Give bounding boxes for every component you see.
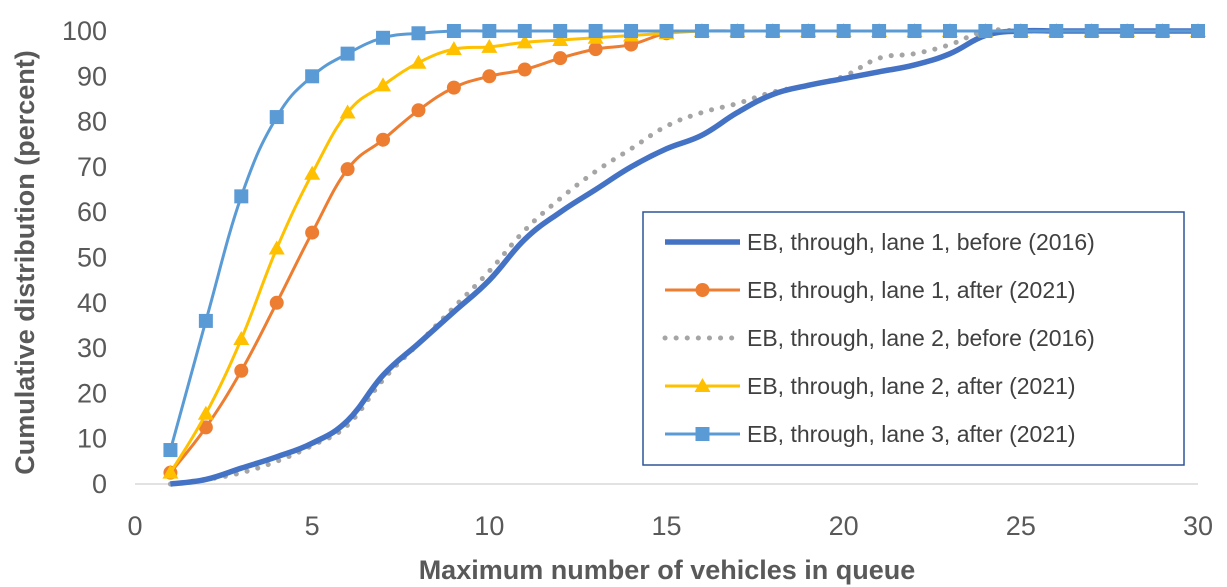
data-point <box>233 331 250 346</box>
data-point <box>765 24 780 38</box>
data-point <box>197 405 214 420</box>
data-point <box>269 295 284 310</box>
data-point <box>376 132 391 147</box>
data-point <box>516 34 533 49</box>
data-point <box>942 24 957 38</box>
data-point <box>1155 24 1170 38</box>
legend-item: EB, through, lane 1, after (2021) <box>665 277 1076 303</box>
data-point <box>553 51 568 66</box>
data-point <box>1084 24 1099 38</box>
labels-layer: 0 10 20 30 40 50 60 70 80 90 100 0 5 10 15 20 25 30 Maximu… <box>10 16 1213 585</box>
data-point <box>624 24 639 38</box>
data-point <box>730 24 745 38</box>
data-point <box>978 24 993 38</box>
data-point <box>907 24 922 38</box>
legend-label: EB, through, lane 1, after (2021) <box>747 277 1076 303</box>
x-tick-label: 0 <box>127 511 142 541</box>
data-point <box>410 54 427 69</box>
y-tick-label: 80 <box>77 107 107 137</box>
legend-label: EB, through, lane 3, after (2021) <box>747 421 1076 447</box>
data-point <box>694 24 709 38</box>
data-point <box>339 104 356 119</box>
data-point <box>305 225 320 240</box>
data-point <box>482 24 497 38</box>
x-tick-label: 15 <box>651 511 681 541</box>
series-layer <box>162 23 1206 487</box>
series-5 <box>163 24 1205 458</box>
x-tick-label: 10 <box>474 511 504 541</box>
data-point <box>553 24 568 38</box>
data-point <box>445 41 462 56</box>
data-point <box>659 24 674 38</box>
y-tick-label: 0 <box>92 469 107 499</box>
y-tick-label: 30 <box>77 333 107 363</box>
data-point <box>517 62 532 77</box>
x-tick-label: 20 <box>829 511 859 541</box>
data-point <box>198 420 213 435</box>
x-tick-label: 25 <box>1006 511 1036 541</box>
y-tick-label: 40 <box>77 288 107 318</box>
data-point <box>872 24 887 38</box>
data-point <box>162 464 179 479</box>
legend-swatch-marker <box>694 378 711 392</box>
legend-swatch-marker <box>695 427 710 441</box>
y-tick-label: 60 <box>77 197 107 227</box>
data-point <box>340 162 355 177</box>
data-point <box>482 69 497 84</box>
data-point <box>375 77 392 92</box>
data-point <box>234 189 249 204</box>
data-point <box>234 363 249 378</box>
data-point <box>446 80 461 95</box>
data-point <box>268 240 285 255</box>
legend-item: EB, through, lane 1, before (2016) <box>665 229 1095 255</box>
legend-item: EB, through, lane 3, after (2021) <box>665 421 1076 447</box>
y-tick-label: 10 <box>77 424 107 454</box>
data-point <box>1013 24 1028 38</box>
data-point <box>801 24 816 38</box>
data-point <box>304 165 321 180</box>
y-tick-label: 50 <box>77 243 107 273</box>
legend-label: EB, through, lane 2, before (2016) <box>747 325 1095 351</box>
x-tick-label: 5 <box>305 511 320 541</box>
data-point <box>305 69 320 84</box>
y-axis-title: Cumulative distribution (percent) <box>10 50 40 475</box>
y-tick-label: 90 <box>77 61 107 91</box>
legend-label: EB, through, lane 1, before (2016) <box>747 229 1095 255</box>
legend-item: EB, through, lane 2, before (2016) <box>662 325 1095 351</box>
data-point <box>340 46 355 61</box>
data-point <box>198 313 213 328</box>
data-point <box>411 26 426 41</box>
data-point <box>163 443 178 458</box>
y-tick-label: 100 <box>62 16 107 46</box>
data-point <box>517 24 532 38</box>
data-point <box>1120 24 1135 38</box>
legend-swatch-marker <box>695 283 710 297</box>
data-point <box>376 30 391 45</box>
data-point <box>1191 24 1205 38</box>
data-point <box>588 24 603 38</box>
x-tick-label: 30 <box>1183 511 1213 541</box>
data-point <box>269 110 284 125</box>
data-point <box>446 24 461 38</box>
y-tick-label: 20 <box>77 378 107 408</box>
data-point <box>588 42 603 57</box>
legend: EB, through, lane 1, before (2016) EB, th… <box>642 211 1185 466</box>
legend-item: EB, through, lane 2, after (2021) <box>665 373 1076 399</box>
data-point <box>836 24 851 38</box>
data-point <box>411 103 426 118</box>
data-point <box>1049 24 1064 38</box>
data-point <box>552 32 569 47</box>
legend-label: EB, through, lane 2, after (2021) <box>747 373 1076 399</box>
data-point <box>481 38 498 53</box>
y-tick-label: 70 <box>77 152 107 182</box>
x-axis-title: Maximum number of vehicles in queue <box>419 555 916 585</box>
